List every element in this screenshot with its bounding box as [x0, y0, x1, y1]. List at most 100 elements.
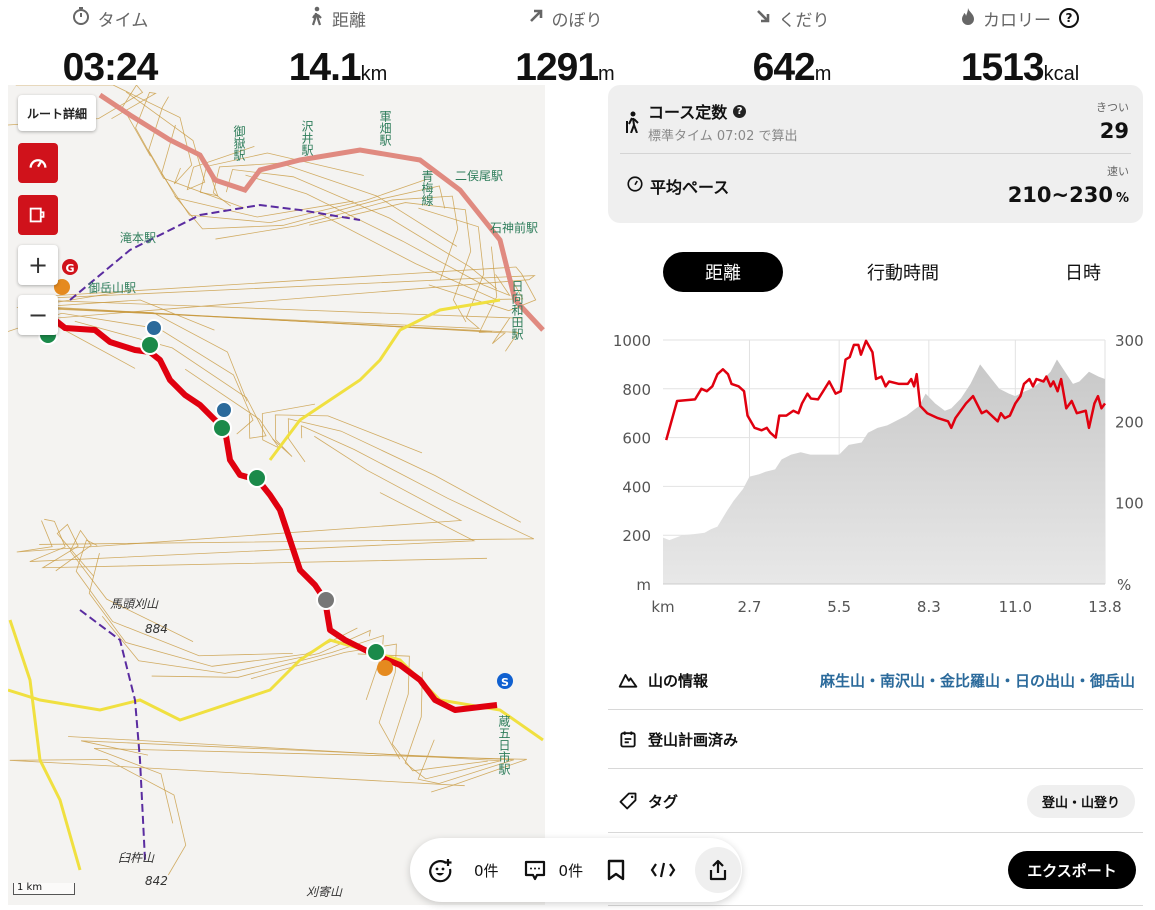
course-constant-value: 29: [1099, 119, 1129, 143]
stat-unit: km: [360, 63, 388, 85]
start-marker-label: S: [501, 676, 509, 689]
mountain-info-label: 山の情報: [648, 671, 709, 690]
tag-chip[interactable]: 登山・山登り: [1026, 784, 1135, 818]
contour-line: [39, 425, 534, 545]
contour-line: [111, 92, 245, 209]
stat-unit: m: [814, 63, 832, 85]
minus-icon: −: [27, 301, 49, 329]
y-tick-left: 200: [622, 527, 651, 545]
y-axis-unit-right: %: [1117, 576, 1131, 594]
tab-1[interactable]: 行動時間: [867, 263, 939, 284]
map-label: 沢井駅: [300, 120, 314, 156]
calendar-icon: [620, 731, 636, 748]
contour-line: [287, 418, 521, 523]
railway-line: [98, 92, 545, 332]
road: [8, 619, 82, 871]
map-label: 臼杵山: [118, 851, 155, 865]
map-label: 蔵五日市駅: [497, 715, 511, 775]
contour-line: [16, 435, 463, 553]
stat-2: のぼり 1291m: [451, 0, 679, 96]
trail: [79, 609, 146, 861]
stat-4: カロリー? 1513kcal: [906, 0, 1134, 96]
contour-line: [357, 653, 488, 772]
x-tick: 13.8: [1088, 598, 1121, 616]
export-label: エクスポート: [1027, 861, 1117, 880]
rest-map-button[interactable]: [18, 195, 58, 235]
contour-line: [9, 759, 465, 876]
map-label: 日向和田駅: [510, 280, 524, 340]
map-label: 御嶽駅: [232, 125, 246, 161]
y-tick-left: 1000: [613, 332, 651, 350]
export-button[interactable]: エクスポート: [1008, 851, 1136, 889]
contour-line: [174, 185, 446, 230]
x-tick: 11.0: [999, 598, 1032, 616]
station-marker-icon: [54, 279, 70, 295]
divider: [608, 709, 1143, 710]
goal-marker-label: G: [65, 262, 74, 275]
stat-label: くだり: [778, 10, 830, 31]
difficulty-label: きつい: [1096, 101, 1129, 114]
plus-icon: +: [27, 251, 49, 279]
summit-marker-icon: [247, 468, 267, 488]
tab-0[interactable]: 距離: [663, 252, 783, 292]
zoom-in-button[interactable]: +: [18, 245, 58, 285]
contour-line: [199, 152, 364, 197]
zoom-out-button[interactable]: −: [18, 295, 58, 335]
y-tick-right: 200: [1115, 413, 1144, 431]
speedometer-icon: [29, 159, 47, 168]
embed-code-icon[interactable]: [649, 860, 677, 880]
contour-line: [15, 85, 193, 185]
comment-button[interactable]: 0件: [523, 858, 583, 882]
stat-value: 642: [752, 46, 816, 89]
course-constant-title: コース定数: [648, 103, 728, 122]
map-label: 滝本駅: [120, 231, 157, 245]
help-icon[interactable]: ?: [733, 104, 747, 118]
map-label: 青梅線: [420, 170, 434, 206]
mountain-links[interactable]: 麻生山・南沢山・金比羅山・日の出山・御岳山: [819, 671, 1135, 690]
pace-map-button[interactable]: [18, 143, 58, 183]
contour-line: [75, 539, 293, 657]
route-detail-button[interactable]: ルート詳細: [18, 95, 96, 131]
road: [268, 298, 501, 461]
summit-marker-icon: [366, 642, 386, 662]
bookmark-icon[interactable]: [605, 858, 627, 882]
card-divider: [620, 153, 1131, 154]
y-tick-right: 100: [1115, 495, 1144, 513]
elevation-area: [663, 359, 1105, 584]
share-button[interactable]: [695, 847, 742, 893]
map-canvas[interactable]: GS: [8, 85, 545, 905]
scale-label: 1 km: [17, 882, 43, 893]
reaction-button[interactable]: 0件: [428, 857, 499, 883]
help-icon[interactable]: ?: [1059, 8, 1079, 28]
contour-line: [93, 747, 527, 824]
y-tick-left: 800: [622, 381, 651, 399]
map-scale: 1 km: [13, 883, 75, 895]
pace-unit: %: [1115, 191, 1129, 206]
summit-marker-icon: [140, 335, 160, 355]
tab-2[interactable]: 日時: [1065, 263, 1101, 284]
mountain-icon: [618, 674, 638, 688]
stat-1: 距離 14.1km: [224, 0, 452, 96]
map-label: 二俣尾駅: [455, 169, 504, 183]
y-tick-left: 400: [622, 478, 651, 496]
x-axis-unit: km: [651, 598, 674, 616]
contour-line: [215, 195, 459, 280]
contour-line: [55, 529, 194, 642]
course-standard-time: 標準タイム 07:02 で算出: [648, 129, 798, 144]
stat-value: 03:24: [62, 46, 159, 89]
y-tick-right: 300: [1115, 332, 1144, 350]
contour-line: [41, 523, 488, 577]
contour-line: [309, 202, 472, 323]
pace-line: [664, 339, 1107, 441]
route-detail-label: ルート詳細: [26, 106, 87, 121]
trail: [69, 203, 361, 301]
share-icon: [709, 859, 727, 881]
contour-line: [101, 615, 371, 674]
map-label: 軍畑駅: [378, 110, 392, 146]
hiker-icon: [626, 111, 639, 133]
x-tick: 5.5: [827, 598, 851, 616]
contour-line: [16, 207, 485, 329]
divider: [608, 832, 1143, 833]
contour-line: [68, 671, 501, 780]
